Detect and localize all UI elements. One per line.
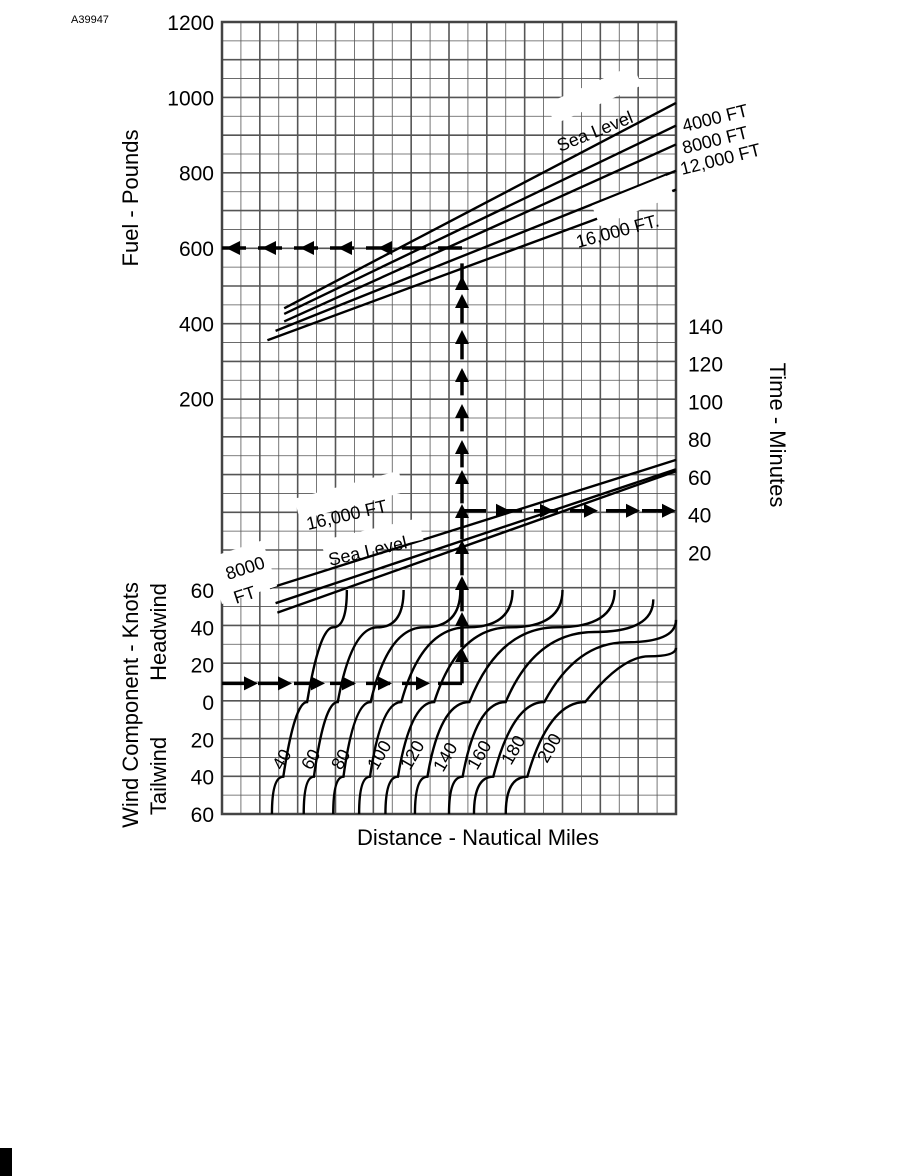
time-tick-label: 80: [688, 429, 711, 452]
arrow-head: [226, 241, 240, 255]
wind-curve-line: [270, 589, 349, 815]
wind-curve-line: [302, 589, 405, 815]
fuel-tick-label: 800: [179, 163, 214, 186]
label-mask: [591, 175, 675, 226]
arrow-head: [540, 503, 554, 518]
fuel-tick-label: 1000: [167, 87, 214, 110]
fuel-tick-label: 1200: [167, 12, 214, 35]
figure-code: A39947: [71, 14, 109, 26]
label-mask: [546, 65, 642, 124]
arrow-head: [244, 676, 258, 691]
arrow-head: [416, 676, 430, 691]
time-tick-label: 120: [688, 354, 723, 377]
label-mask: [294, 470, 405, 520]
time-series-line: [276, 470, 677, 614]
fuel-axis-title: Fuel - Pounds: [118, 130, 143, 267]
arrow-head: [338, 241, 352, 255]
wind-curve-line: [332, 589, 462, 815]
wind-curve-label: 100: [363, 737, 395, 773]
time-axis-title: Time - Minutes: [765, 363, 790, 508]
wind-curve-line: [357, 589, 514, 815]
arrow-head: [455, 470, 469, 484]
arrow-head: [584, 503, 598, 518]
arrow-head: [626, 503, 640, 518]
wind-curve-label: 80: [327, 746, 354, 773]
time-tick-label: 20: [688, 542, 711, 565]
wind-curve-line: [384, 589, 564, 815]
time-tick-label: 140: [688, 316, 723, 339]
fuel-series-line: [283, 101, 677, 310]
wind-curve-line: [472, 619, 678, 815]
time-tick-label: 40: [688, 505, 711, 528]
corner-mark: [0, 1148, 12, 1176]
arrow-head: [455, 404, 469, 418]
arrow-head: [662, 503, 676, 518]
arrow-head: [378, 676, 392, 691]
wind-tick-label: 60: [191, 580, 214, 603]
arrow-head: [455, 440, 469, 454]
label-mask: [321, 518, 424, 562]
arrow-head: [455, 576, 469, 590]
headwind-label: Headwind: [146, 583, 171, 681]
arrow-head: [262, 241, 276, 255]
wind-tick-label: 20: [191, 729, 214, 752]
wind-tick-label: 40: [191, 617, 214, 640]
arrow-head: [311, 676, 325, 691]
fuel-series-line: [283, 124, 677, 315]
fuel-series-line: [283, 143, 677, 323]
time-tick-label: 60: [688, 467, 711, 490]
wind-curve-label: 200: [533, 730, 565, 766]
arrow-head: [455, 276, 469, 290]
fuel-tick-label: 600: [179, 238, 214, 261]
wind-curve-line: [413, 589, 616, 815]
wind-axis-title: Wind Component - Knots: [118, 582, 143, 828]
fuel-series-line: [275, 169, 677, 332]
arrow-head: [496, 503, 510, 518]
wind-tick-label: 60: [191, 804, 214, 827]
x-axis-title: Distance - Nautical Miles: [357, 825, 599, 850]
wind-curve-label: 120: [396, 737, 428, 773]
wind-curve-line: [447, 599, 655, 815]
chart-grid: [221, 21, 677, 815]
wind-tick-label: 20: [191, 655, 214, 678]
arrow-head: [455, 648, 469, 662]
arrow-head: [300, 241, 314, 255]
arrow-head: [455, 612, 469, 626]
fuel-tick-label: 200: [179, 389, 214, 412]
tailwind-label: Tailwind: [146, 737, 171, 815]
arrow-head: [455, 330, 469, 344]
arrow-head: [278, 676, 292, 691]
wind-curve-label: 60: [297, 746, 324, 773]
wind-tick-label: 0: [202, 692, 214, 715]
arrow-head: [455, 368, 469, 382]
label-mask: [207, 540, 278, 604]
wind-curve-label: 40: [268, 746, 295, 773]
arrow-head: [455, 294, 469, 308]
arrow-head: [342, 676, 356, 691]
fuel-tick-label: 400: [179, 313, 214, 336]
arrow-head: [455, 540, 469, 554]
time-series-line: [269, 458, 677, 590]
time-tick-label: 100: [688, 391, 723, 414]
wind-tick-label: 40: [191, 767, 214, 790]
arrow-head: [455, 504, 469, 518]
wind-curve-line: [504, 647, 678, 815]
time-series-line: [275, 468, 677, 605]
arrow-head: [378, 241, 392, 255]
